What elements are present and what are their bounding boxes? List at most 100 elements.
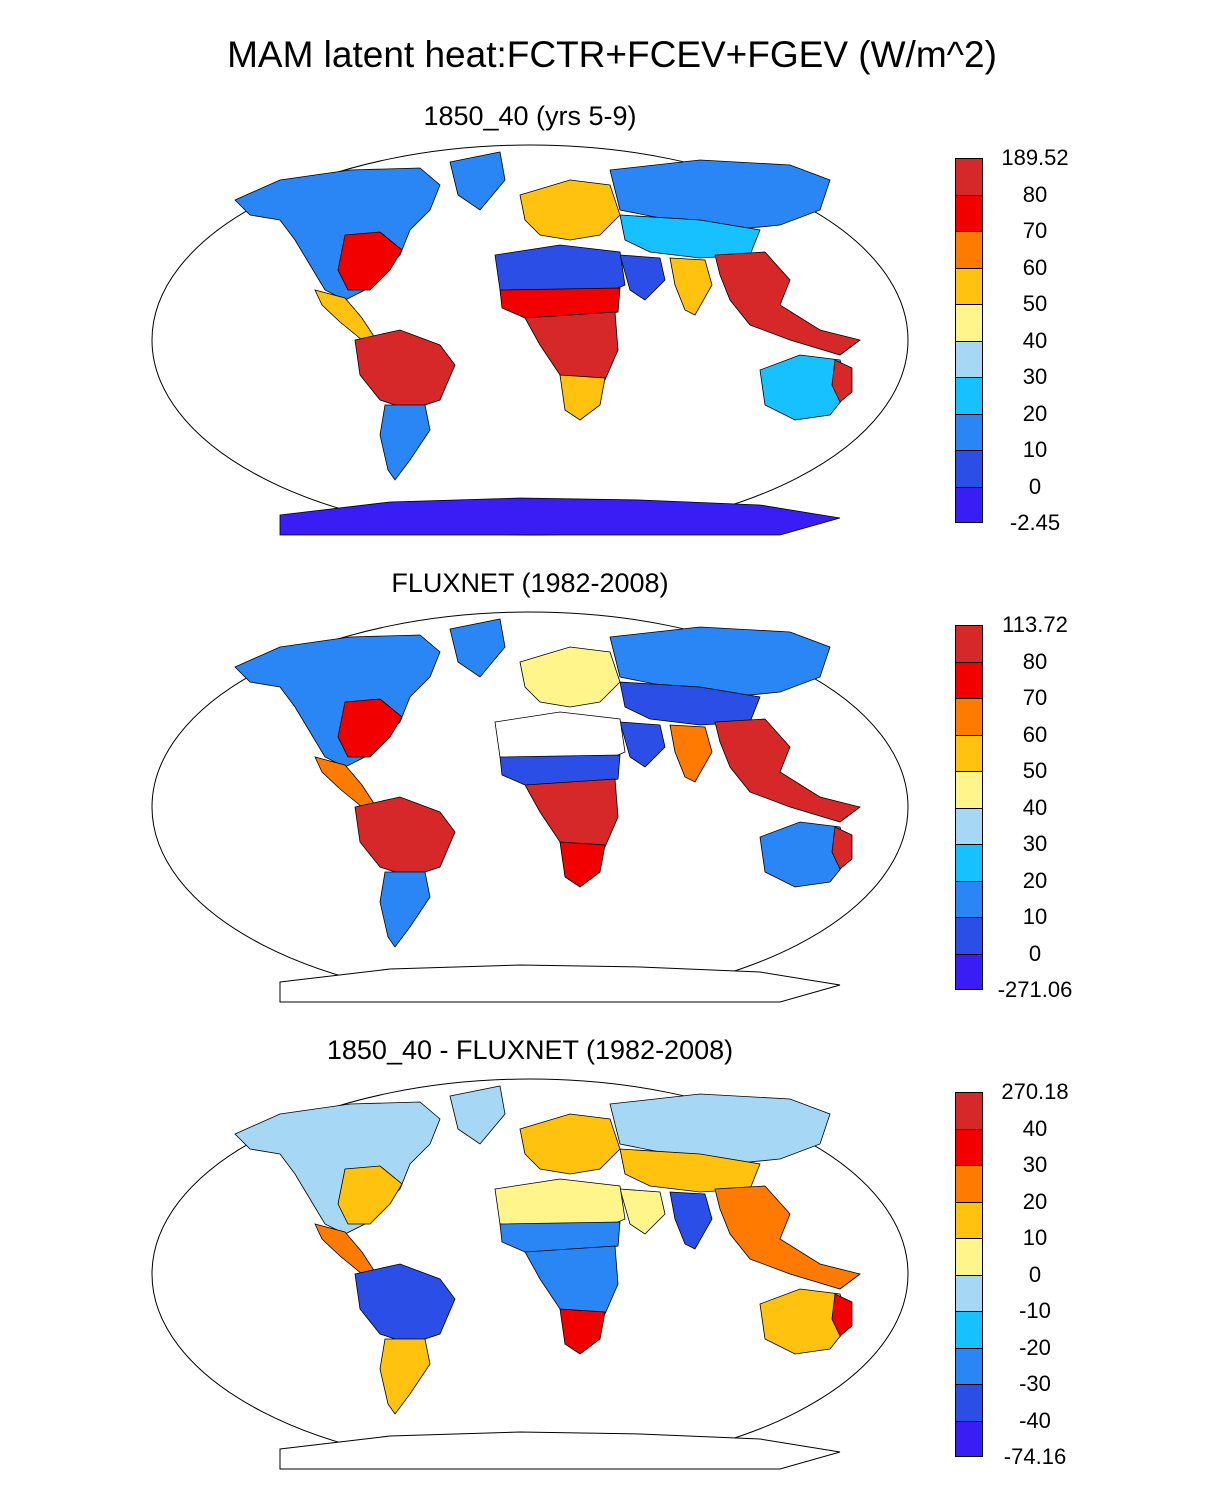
colorbar-label: 113.72	[1002, 612, 1068, 637]
colorbar-label: 0	[1028, 1261, 1042, 1287]
colorbar-swatch	[955, 698, 983, 735]
colorbar-swatch	[955, 450, 983, 487]
colorbar-swatch	[955, 340, 983, 377]
region-amazon	[354, 1263, 456, 1345]
colorbar-label: -2.45	[1009, 510, 1061, 535]
colorbar-label: 20	[1022, 400, 1048, 426]
region-south-africa	[559, 1308, 606, 1355]
region-australia-edge	[831, 1293, 853, 1337]
region-amazon	[354, 329, 456, 411]
colorbar-swatch	[955, 304, 983, 341]
world-map-model	[151, 144, 909, 536]
colorbar-swatch	[955, 486, 983, 523]
panel-title: 1850_40 - FLUXNET (1982-2008)	[326, 1035, 734, 1065]
colorbar-label: 189.52	[1001, 145, 1069, 170]
colorbar-label: 10	[1022, 437, 1048, 462]
colorbar-label: 30	[1022, 831, 1048, 856]
colorbar-swatch	[955, 807, 983, 844]
colorbar-swatch	[955, 880, 983, 917]
colorbar-swatch	[955, 1384, 983, 1421]
region-sa-south	[379, 871, 431, 948]
colorbar-label: -10	[1019, 1298, 1051, 1323]
colorbar-swatch	[955, 158, 983, 195]
region-greenland-edge	[449, 1085, 506, 1145]
colorbar-label: 20	[1022, 867, 1048, 893]
colorbar-label: -271.06	[997, 977, 1073, 1002]
colorbar-swatch	[955, 377, 983, 414]
colorbar-swatch	[955, 1092, 983, 1129]
colorbar-swatch	[955, 771, 983, 808]
region-south-africa	[559, 841, 606, 888]
region-india	[669, 1191, 713, 1250]
colorbar-label: 60	[1022, 254, 1048, 280]
colorbar-label: 80	[1022, 181, 1048, 207]
region-australia-edge	[831, 826, 853, 870]
colorbar-label: -74.16	[1003, 1444, 1067, 1469]
colorbar-label: 50	[1022, 758, 1048, 783]
map-panel-model: 1850_40 (yrs 5-9) 189.52 80 70 60 50 40 30 20 10…	[0, 95, 1224, 565]
colorbar-swatch	[955, 231, 983, 268]
region-arabia	[619, 721, 666, 768]
region-europe	[519, 179, 621, 241]
region-na-east	[337, 698, 403, 758]
region-antarctica	[279, 497, 841, 536]
region-se-asia	[714, 251, 861, 356]
colorbar-label: 40	[1022, 794, 1048, 820]
region-na-east	[337, 1165, 403, 1225]
colorbar-swatch	[955, 1347, 983, 1384]
colorbar-swatch	[955, 1274, 983, 1311]
region-greenland-edge	[449, 618, 506, 678]
region-india	[669, 257, 713, 316]
figure-title: MAM latent heat:FCTR+FCEV+FGEV (W/m^2)	[227, 34, 997, 75]
world-map-difference	[151, 1078, 909, 1470]
colorbar-swatch	[955, 413, 983, 450]
region-se-asia	[714, 1185, 861, 1290]
region-arabia	[619, 1188, 666, 1235]
region-amazon	[354, 796, 456, 878]
region-na-east	[337, 231, 403, 291]
colorbar-swatch	[955, 844, 983, 881]
colorbar-swatch	[955, 953, 983, 990]
colorbar	[955, 625, 983, 990]
region-antarctica	[279, 964, 841, 1003]
region-se-asia	[714, 718, 861, 823]
colorbar-swatch	[955, 917, 983, 954]
colorbar-label: 60	[1022, 721, 1048, 747]
colorbar-swatch	[955, 1238, 983, 1275]
colorbar-label: 0	[1028, 473, 1042, 499]
colorbar-label: 20	[1022, 1188, 1048, 1214]
colorbar-swatch	[955, 194, 983, 231]
region-siberia	[609, 1093, 831, 1165]
colorbar-swatch	[955, 1128, 983, 1165]
colorbar-label: 30	[1022, 364, 1048, 389]
colorbar-label: 80	[1022, 648, 1048, 674]
colorbar-label: 40	[1022, 1115, 1048, 1141]
colorbar-label: 70	[1022, 685, 1048, 710]
colorbar-label: 40	[1022, 327, 1048, 353]
world-map-fluxnet	[151, 611, 909, 1003]
colorbar-label: 10	[1022, 1225, 1048, 1250]
region-siberia	[609, 626, 831, 698]
colorbar-swatch	[955, 625, 983, 662]
colorbar-swatch	[955, 1165, 983, 1202]
region-siberia	[609, 159, 831, 231]
panel-title: FLUXNET (1982-2008)	[391, 568, 669, 598]
region-arabia	[619, 254, 666, 301]
region-south-africa	[559, 374, 606, 421]
colorbar-swatch	[955, 1201, 983, 1238]
colorbar-label: 50	[1022, 291, 1048, 316]
map-panel-fluxnet: FLUXNET (1982-2008) 113.72 80 70 60 50 40 30 20…	[0, 562, 1224, 1032]
map-panel-difference: 1850_40 - FLUXNET (1982-2008) 270.18 40 30…	[0, 1029, 1224, 1499]
region-sa-south	[379, 1338, 431, 1415]
region-europe	[519, 646, 621, 708]
colorbar-label: 70	[1022, 218, 1048, 243]
colorbar	[955, 1092, 983, 1457]
colorbar-swatch	[955, 267, 983, 304]
colorbar-swatch	[955, 661, 983, 698]
region-india	[669, 724, 713, 783]
colorbar-label: -30	[1019, 1371, 1051, 1396]
colorbar-label: -20	[1019, 1334, 1051, 1360]
colorbar-label: 0	[1028, 940, 1042, 966]
region-antarctica	[279, 1431, 841, 1470]
colorbar-label: 10	[1022, 904, 1048, 929]
